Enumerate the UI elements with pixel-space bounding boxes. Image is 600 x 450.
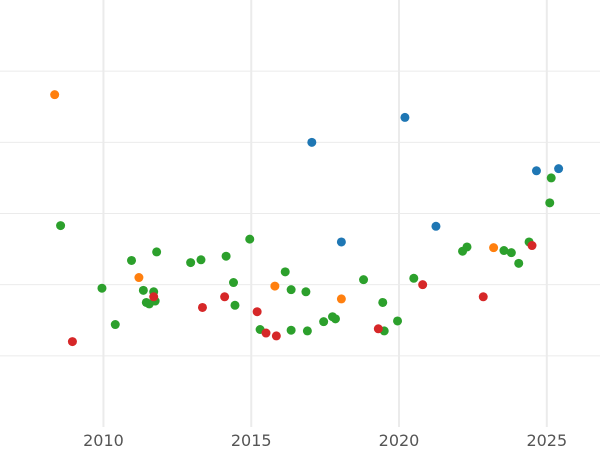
data-point [97, 283, 107, 293]
data-point [400, 112, 410, 122]
data-point [514, 258, 524, 268]
data-point [506, 248, 516, 258]
data-point [134, 273, 144, 283]
data-point [230, 300, 240, 310]
data-point [302, 326, 312, 336]
data-point [138, 285, 148, 295]
data-point [271, 331, 281, 341]
data-point [149, 292, 159, 302]
data-point [221, 251, 231, 261]
data-point [280, 267, 290, 277]
x-tick-label: 2025 [526, 431, 567, 450]
data-point [527, 241, 537, 251]
data-point [378, 297, 388, 307]
data-point [418, 280, 428, 290]
x-axis-tick-labels: 2010 2015 2020 2025 [83, 431, 567, 450]
data-point [393, 316, 403, 326]
data-point [462, 242, 472, 252]
data-point [56, 221, 66, 231]
data-point [431, 221, 441, 231]
data-point [197, 302, 207, 312]
data-point [319, 317, 329, 327]
data-point [186, 258, 196, 268]
data-point [261, 328, 271, 338]
data-point [252, 307, 262, 317]
data-point [373, 324, 383, 334]
x-tick-label: 2015 [231, 431, 272, 450]
data-point [152, 247, 162, 257]
grid [0, 0, 600, 427]
data-point [336, 294, 346, 304]
data-points [50, 90, 564, 347]
data-point [127, 255, 137, 265]
data-point [478, 292, 488, 302]
data-point [545, 198, 555, 208]
x-tick-label: 2010 [83, 431, 124, 450]
data-point [270, 281, 280, 291]
data-point [228, 278, 238, 288]
data-point [409, 273, 419, 283]
data-point [245, 234, 255, 244]
data-point [220, 292, 230, 302]
data-point [359, 275, 369, 285]
data-point [286, 325, 296, 335]
data-point [531, 166, 541, 176]
data-point [301, 287, 311, 297]
data-point [286, 285, 296, 295]
data-point [110, 320, 120, 330]
x-tick-label: 2020 [379, 431, 420, 450]
data-point [554, 164, 564, 174]
data-point [196, 255, 206, 265]
data-point [67, 337, 77, 347]
data-point [336, 237, 346, 247]
data-point [330, 314, 340, 324]
data-point [546, 173, 556, 183]
data-point [50, 90, 60, 100]
data-point [499, 246, 509, 256]
data-point [307, 137, 317, 147]
data-point [489, 243, 499, 253]
